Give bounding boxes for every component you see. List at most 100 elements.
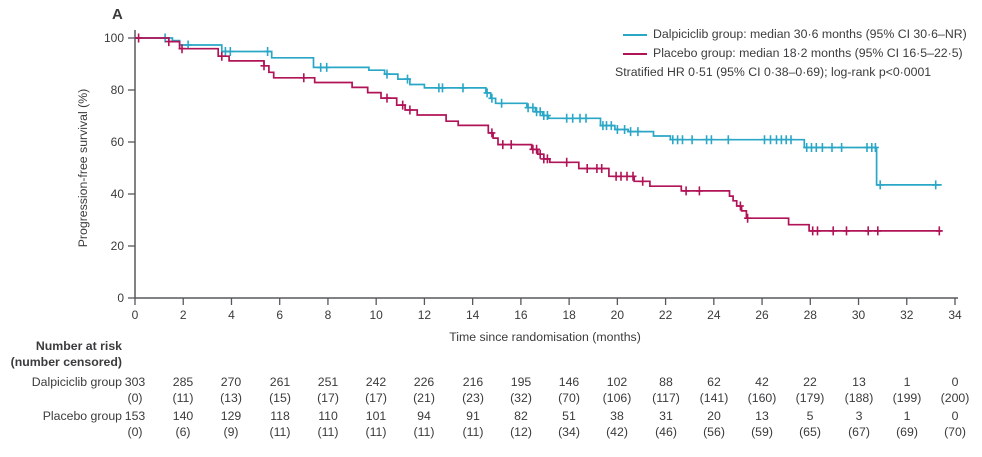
- dalpiciclib-censor-mark: [543, 111, 551, 120]
- at-risk-count: 242: [365, 375, 387, 389]
- legend-entry-label: Placebo group: median 18·2 months (95% C…: [653, 46, 963, 60]
- censored-count: (0): [127, 391, 143, 405]
- dalpiciclib-censor-mark: [876, 180, 884, 190]
- at-risk-count: 88: [659, 375, 673, 389]
- x-tick-label: 28: [804, 308, 818, 322]
- censored-count: (70): [944, 425, 966, 439]
- risk-row-label-dalpiciclib: Dalpiciclib group: [31, 375, 122, 389]
- dalpiciclib-censor-mark: [226, 47, 234, 56]
- censored-count: (11): [269, 425, 291, 439]
- at-risk-count: 140: [172, 409, 194, 423]
- at-risk-count: 3: [855, 409, 863, 423]
- dalpiciclib-censor-mark: [383, 69, 391, 79]
- dalpiciclib-censor-mark: [264, 47, 272, 56]
- placebo-censor-mark: [533, 144, 541, 154]
- censored-count: (15): [269, 391, 291, 405]
- legend-entry-dalpiciclib: Dalpiciclib group: median 30·6 months (9…: [623, 25, 967, 44]
- placebo-censor-mark: [499, 140, 507, 150]
- x-tick-label: 32: [900, 308, 914, 322]
- placebo-censor-mark: [399, 100, 407, 110]
- censored-count: (46): [655, 425, 677, 439]
- dalpiciclib-censor-mark: [634, 127, 642, 137]
- censored-count: (69): [896, 425, 918, 439]
- placebo-censor-mark: [843, 226, 850, 236]
- x-tick-label: 18: [562, 308, 576, 322]
- at-risk-count: 13: [852, 375, 866, 389]
- x-tick-label: 2: [180, 308, 187, 322]
- dalpiciclib-censor-mark: [529, 103, 537, 113]
- at-risk-count: 5: [806, 409, 814, 423]
- at-risk-count: 82: [514, 409, 528, 423]
- dalpiciclib-censor-mark: [871, 143, 879, 152]
- censored-count: (141): [699, 391, 729, 405]
- censored-count: (32): [510, 391, 532, 405]
- at-risk-count: 51: [562, 409, 576, 423]
- placebo-censor-mark: [543, 154, 551, 164]
- x-tick-label: 4: [228, 308, 235, 322]
- x-tick-label: 22: [659, 308, 673, 322]
- placebo-censor-mark: [864, 226, 872, 236]
- placebo-censor-mark: [829, 226, 837, 236]
- stratified-hr-note: Stratified HR 0·51 (95% CI 0·38–0·69); l…: [615, 65, 932, 79]
- at-risk-count: 62: [707, 375, 721, 389]
- censored-count: (21): [413, 391, 435, 405]
- placebo-censor-mark: [218, 51, 226, 61]
- at-risk-count: 13: [755, 409, 769, 423]
- censored-count: (11): [172, 391, 194, 405]
- x-tick-label: 26: [755, 308, 769, 322]
- dalpiciclib-censor-mark: [688, 135, 696, 145]
- x-tick-label: 10: [369, 308, 383, 322]
- risk-table-header-line2: (number censored): [10, 355, 122, 369]
- censored-count: (11): [462, 425, 484, 439]
- placebo-censor-mark: [383, 93, 391, 103]
- placebo-censor-mark: [583, 164, 591, 173]
- censored-count: (6): [175, 425, 191, 439]
- x-tick-label: 16: [514, 308, 528, 322]
- censored-count: (42): [606, 425, 628, 439]
- dalpiciclib-censor-mark: [459, 83, 467, 93]
- censored-count: (12): [510, 425, 532, 439]
- dalpiciclib-censor-mark: [787, 135, 795, 145]
- dalpiciclib-censor-mark: [818, 143, 826, 152]
- y-tick-label: 80: [111, 83, 125, 97]
- placebo-censor-mark: [406, 105, 414, 115]
- x-tick-label: 24: [707, 308, 721, 322]
- placebo-censor-mark: [165, 37, 173, 47]
- censored-count: (188): [844, 391, 874, 405]
- censored-count: (70): [558, 391, 580, 405]
- dalpiciclib-censor-mark: [576, 113, 584, 123]
- y-tick-label: 100: [104, 31, 124, 45]
- y-tick-label: 20: [111, 239, 125, 253]
- dalpiciclib-censor-mark: [563, 113, 571, 123]
- at-risk-count: 285: [172, 375, 194, 389]
- at-risk-count: 91: [466, 409, 480, 423]
- at-risk-count: 38: [610, 409, 624, 423]
- placebo-censor-mark: [814, 226, 821, 236]
- dalpiciclib-censor-mark: [932, 180, 940, 190]
- x-tick-label: 14: [466, 308, 480, 322]
- risk-row-label-placebo: Placebo group: [42, 409, 122, 423]
- at-risk-count: 102: [606, 375, 628, 389]
- censored-count: (34): [558, 425, 580, 439]
- at-risk-count: 20: [707, 409, 721, 423]
- at-risk-count: 226: [413, 375, 435, 389]
- dalpiciclib-censor-mark: [767, 135, 774, 145]
- dalpiciclib-censor-mark: [627, 127, 635, 137]
- dalpiciclib-censor-mark: [498, 98, 506, 108]
- dalpiciclib-censor-mark: [488, 93, 496, 103]
- dalpiciclib-censor-mark: [812, 143, 820, 152]
- placebo-censor-mark: [617, 171, 625, 181]
- censored-count: (17): [317, 391, 339, 405]
- y-tick-label: 60: [111, 135, 125, 149]
- censored-count: (199): [892, 391, 922, 405]
- dalpiciclib-censor-mark: [404, 74, 411, 84]
- placebo-censor-mark: [744, 213, 752, 223]
- censored-count: (17): [365, 391, 387, 405]
- censored-count: (160): [747, 391, 777, 405]
- at-risk-count: 195: [510, 375, 532, 389]
- placebo-censor-mark: [135, 33, 143, 43]
- x-tick-label: 30: [852, 308, 866, 322]
- placebo-censor-mark: [488, 128, 496, 138]
- dalpiciclib-censor-mark: [317, 62, 325, 72]
